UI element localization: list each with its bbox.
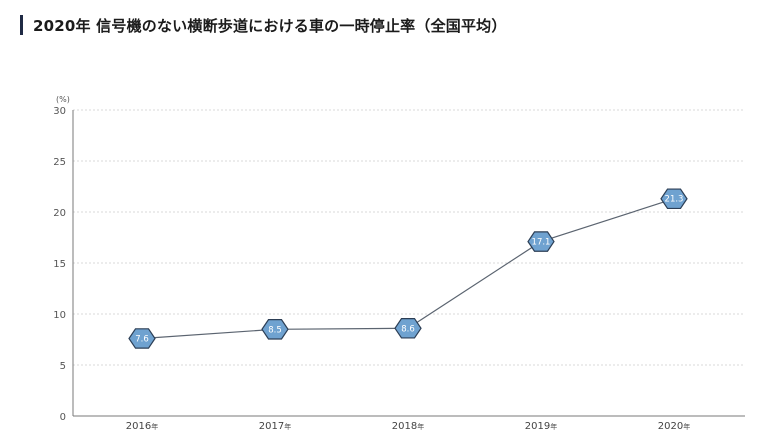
chart-title: 2020年 信号機のない横断歩道における車の一時停止率（全国平均） — [33, 16, 507, 35]
y-axis-unit-label: (%) — [56, 95, 70, 104]
data-point-marker — [261, 319, 289, 340]
x-tick-label: 2019年 — [525, 421, 557, 432]
data-label: 17.1 — [532, 238, 551, 248]
data-point-marker — [527, 231, 555, 252]
y-tick-label: 15 — [53, 259, 66, 270]
series-line — [141, 198, 675, 340]
y-tick-label: 5 — [60, 361, 66, 372]
y-tick-label: 20 — [53, 208, 66, 219]
data-label: 7.6 — [135, 334, 149, 344]
y-tick-label: 30 — [53, 106, 66, 117]
chart-title-block: 2020年 信号機のない横断歩道における車の一時停止率（全国平均） — [20, 14, 507, 36]
x-tick-label: 2017年 — [259, 421, 291, 432]
data-point-marker — [394, 318, 422, 339]
y-tick-label: 25 — [53, 157, 66, 168]
x-tick-label: 2018年 — [392, 421, 424, 432]
data-label: 21.3 — [665, 195, 684, 205]
y-tick-label: 0 — [60, 412, 66, 423]
data-label: 8.5 — [268, 325, 282, 335]
y-tick-label: 10 — [53, 310, 66, 321]
data-point-marker — [660, 188, 688, 210]
title-accent-bar — [20, 15, 23, 35]
x-tick-label: 2016年 — [126, 421, 158, 432]
data-point-marker — [128, 328, 156, 349]
data-label: 8.6 — [401, 324, 415, 334]
x-tick-label: 2020年 — [658, 421, 690, 432]
